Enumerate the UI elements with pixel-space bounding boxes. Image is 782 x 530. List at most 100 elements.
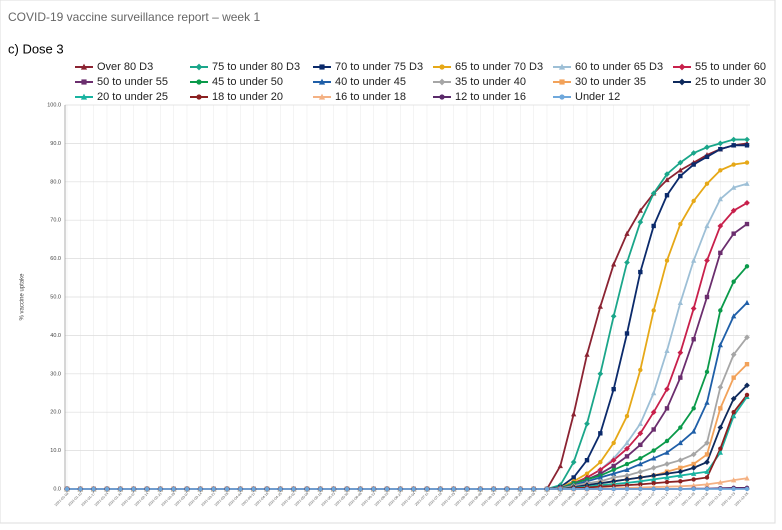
data-point: [104, 486, 110, 492]
legend-label: 25 to under 30: [695, 76, 766, 88]
legend-label: 75 to under 80 D3: [212, 61, 300, 73]
data-point: [184, 486, 190, 492]
data-point: [371, 486, 376, 492]
data-point: [504, 486, 510, 492]
data-point: [718, 446, 723, 451]
data-point: [291, 486, 296, 492]
data-point: [584, 420, 590, 427]
data-point: [610, 313, 617, 320]
data-point: [744, 180, 750, 186]
data-point: [611, 470, 617, 476]
data-point: [731, 477, 737, 483]
data-point: [664, 449, 670, 455]
data-point: [664, 258, 670, 263]
data-point: [571, 411, 577, 417]
data-point: [730, 351, 737, 358]
data-point: [704, 486, 710, 492]
data-point: [158, 486, 163, 492]
data-point: [677, 440, 683, 446]
data-point: [744, 486, 750, 492]
data-point: [704, 144, 710, 151]
data-point: [744, 392, 750, 398]
data-point: [731, 279, 736, 284]
data-point: [744, 382, 750, 389]
data-point: [704, 294, 710, 300]
data-point: [118, 486, 123, 492]
legend-label: Under 12: [575, 91, 620, 103]
data-point: [584, 351, 590, 357]
data-point: [664, 438, 670, 444]
data-point: [624, 440, 630, 446]
legend-label: 12 to under 16: [455, 91, 526, 103]
data-point: [651, 427, 656, 432]
data-point: [238, 486, 243, 492]
data-point: [624, 461, 630, 467]
data-point: [678, 375, 683, 380]
data-point: [318, 486, 323, 492]
data-point: [664, 474, 670, 480]
data-point: [664, 406, 670, 411]
data-point: [597, 466, 604, 473]
data-point: [651, 455, 657, 461]
data-point: [211, 486, 216, 492]
data-point: [611, 463, 616, 469]
data-point: [424, 486, 430, 492]
data-point: [637, 420, 643, 426]
data-point: [664, 347, 670, 353]
data-point: [704, 468, 710, 474]
legend-marker: [678, 63, 686, 71]
data-point: [198, 486, 203, 492]
data-point: [598, 486, 603, 492]
data-point: [731, 162, 736, 167]
data-point: [171, 486, 176, 492]
data-point: [744, 221, 750, 227]
data-point: [638, 367, 643, 373]
data-point: [451, 486, 456, 492]
data-point: [651, 223, 656, 229]
data-point: [264, 486, 270, 492]
legend-label: 18 to under 20: [212, 91, 283, 103]
data-point: [131, 486, 136, 492]
data-point: [611, 486, 616, 492]
data-point: [638, 442, 643, 448]
data-point: [731, 410, 736, 415]
data-point: [704, 399, 710, 405]
data-point: [91, 486, 96, 492]
legend-label: 20 to under 25: [97, 91, 168, 103]
data-point: [664, 177, 670, 183]
data-point: [637, 430, 644, 437]
data-point: [677, 457, 684, 464]
data-point: [650, 409, 657, 416]
data-point: [637, 461, 643, 467]
data-point: [570, 459, 577, 465]
data-point: [664, 193, 670, 198]
data-point: [744, 264, 750, 269]
data-point: [624, 331, 630, 336]
data-point: [704, 369, 710, 375]
data-point: [557, 463, 563, 469]
legend-marker: [319, 64, 325, 70]
legend-label: 65 to under 70 D3: [455, 61, 543, 73]
y-tick-label: 60.0: [50, 256, 61, 262]
data-point: [411, 486, 416, 492]
data-point: [717, 449, 723, 455]
data-point: [664, 171, 670, 177]
legend-marker: [559, 94, 565, 100]
data-point: [638, 456, 643, 461]
legend-marker: [195, 63, 203, 71]
data-point: [704, 257, 710, 264]
data-point: [704, 223, 710, 229]
legend-marker: [439, 64, 445, 70]
data-point: [690, 465, 697, 471]
data-point: [678, 173, 683, 179]
legend-label: 40 to under 45: [335, 76, 406, 88]
data-point: [478, 486, 483, 492]
legend-marker: [80, 93, 88, 100]
data-point: [571, 475, 576, 480]
data-point: [464, 486, 470, 492]
data-point: [638, 482, 643, 487]
legend-label: 55 to under 60: [695, 61, 766, 73]
data-point: [597, 370, 604, 377]
data-point: [704, 459, 710, 465]
